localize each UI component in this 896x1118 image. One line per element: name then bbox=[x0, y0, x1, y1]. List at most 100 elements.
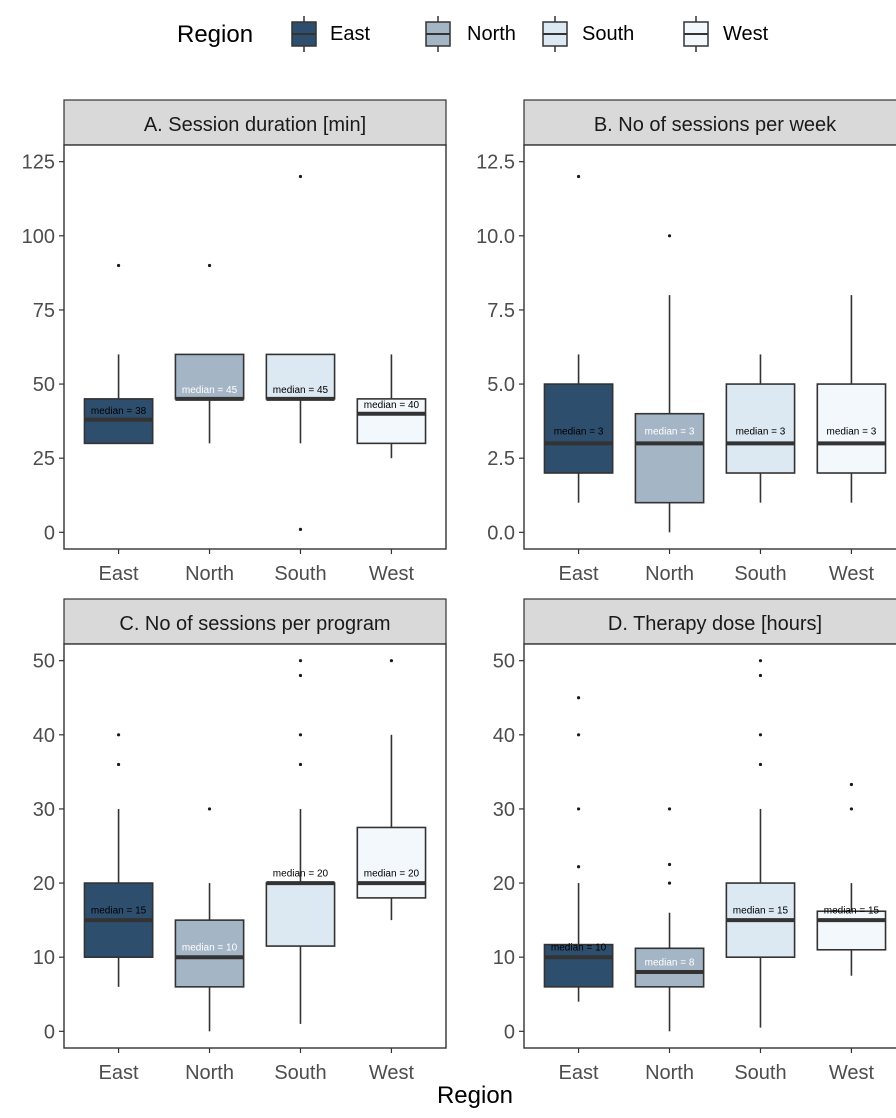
panel-frame bbox=[523, 144, 896, 550]
outlier-point bbox=[298, 673, 303, 678]
boxplot-south: median = 45 bbox=[265, 174, 336, 531]
median-label: median = 45 bbox=[182, 385, 238, 396]
box-iqr bbox=[816, 910, 887, 951]
outlier-point bbox=[849, 807, 854, 811]
box-iqr bbox=[265, 882, 336, 947]
median-label: median = 40 bbox=[364, 400, 420, 411]
x-tick-label: North bbox=[645, 1062, 694, 1084]
y-tick-label: 125 bbox=[22, 152, 55, 174]
boxplot-east: median = 3 bbox=[543, 174, 614, 503]
outlier-point bbox=[298, 659, 303, 663]
x-tick-label: South bbox=[734, 1062, 786, 1084]
y-tick-label: 50 bbox=[33, 374, 55, 396]
y-tick-label: 0 bbox=[44, 1021, 55, 1043]
boxplot-north: median = 8 bbox=[634, 807, 705, 1032]
y-tick-label: 75 bbox=[33, 300, 55, 322]
outlier-point bbox=[389, 659, 394, 663]
outlier-point bbox=[298, 527, 303, 531]
y-tick-label: 20 bbox=[33, 873, 55, 895]
legend-label-north: North bbox=[467, 23, 516, 45]
box-iqr bbox=[356, 398, 427, 445]
x-tick-label: West bbox=[829, 563, 875, 585]
box-iqr bbox=[725, 383, 796, 474]
x-tick-label: South bbox=[274, 563, 326, 585]
box-iqr bbox=[174, 919, 245, 988]
x-tick-label: East bbox=[559, 1062, 599, 1084]
box-iqr bbox=[543, 943, 614, 988]
boxplot-east: median = 38 bbox=[83, 263, 154, 445]
box-iqr bbox=[265, 353, 336, 400]
outlier-point bbox=[207, 263, 212, 268]
median-label: median = 15 bbox=[733, 905, 789, 916]
median-label: median = 3 bbox=[736, 427, 786, 438]
boxplot-north: median = 3 bbox=[634, 234, 705, 533]
outlier-point bbox=[576, 865, 581, 869]
x-tick-label: South bbox=[734, 563, 786, 585]
y-tick-label: 40 bbox=[493, 725, 515, 747]
legend-key-east: East bbox=[291, 16, 370, 52]
legend-key-north: North bbox=[425, 16, 516, 52]
x-tick-label: West bbox=[369, 563, 415, 585]
outlier-point bbox=[576, 696, 581, 700]
outlier-point bbox=[667, 234, 672, 238]
outlier-point bbox=[667, 807, 672, 811]
median-label: median = 8 bbox=[645, 957, 695, 968]
outlier-point bbox=[298, 174, 303, 179]
boxplot-west: median = 20 bbox=[356, 659, 427, 921]
outlier-point bbox=[758, 673, 763, 678]
legend-title: Region bbox=[177, 21, 253, 48]
boxplot-east: median = 10 bbox=[543, 696, 614, 1002]
legend-label-east: East bbox=[330, 23, 370, 45]
boxplot-east: median = 15 bbox=[83, 733, 154, 987]
box-iqr bbox=[543, 383, 614, 474]
legend-key-west: West bbox=[683, 16, 769, 52]
median-label: median = 45 bbox=[273, 385, 329, 396]
median-label: median = 38 bbox=[91, 406, 147, 417]
outlier-point bbox=[116, 263, 121, 268]
outlier-point bbox=[576, 174, 581, 179]
facet-strip-title: A. Session duration [min] bbox=[144, 114, 366, 136]
outlier-point bbox=[667, 862, 672, 867]
box-iqr bbox=[634, 412, 705, 504]
y-tick-label: 12.5 bbox=[476, 152, 515, 174]
panel-c: C. No of sessions per program 0 10 20 30 40 50… bbox=[33, 598, 447, 1084]
boxplot-south: median = 20 bbox=[265, 659, 336, 1024]
outlier-point bbox=[667, 881, 672, 885]
y-tick-label: 10 bbox=[493, 947, 515, 969]
outlier-point bbox=[758, 659, 763, 663]
median-label: median = 3 bbox=[827, 427, 877, 438]
panel-frame bbox=[63, 144, 447, 550]
outlier-point bbox=[116, 733, 121, 737]
y-tick-label: 2.5 bbox=[487, 448, 515, 470]
x-tick-label: East bbox=[99, 1062, 139, 1084]
y-tick-label: 40 bbox=[33, 725, 55, 747]
y-tick-label: 10 bbox=[33, 947, 55, 969]
legend-label-south: South bbox=[582, 23, 634, 45]
y-tick-label: 50 bbox=[493, 651, 515, 673]
boxplot-west: median = 15 bbox=[816, 782, 887, 976]
box-iqr bbox=[816, 383, 887, 474]
median-label: median = 10 bbox=[551, 943, 607, 954]
y-tick-label: 30 bbox=[33, 799, 55, 821]
y-tick-label: 50 bbox=[33, 651, 55, 673]
x-tick-label: East bbox=[559, 563, 599, 585]
x-tick-label: North bbox=[645, 563, 694, 585]
boxplot-west: median = 3 bbox=[816, 295, 887, 503]
y-tick-label: 100 bbox=[22, 226, 55, 248]
x-tick-label: North bbox=[185, 563, 234, 585]
y-tick-label: 5.0 bbox=[487, 374, 515, 396]
facet-panels: A. Session duration [min] 0 25 50 75 100 125 Ea… bbox=[22, 99, 896, 1084]
outlier-point bbox=[576, 733, 581, 737]
facet-strip-title: C. No of sessions per program bbox=[119, 613, 390, 635]
median-label: median = 15 bbox=[824, 905, 880, 916]
x-tick-label: South bbox=[274, 1062, 326, 1084]
panel-b: B. No of sessions per week 0.0 2.5 5.0 7.5 10… bbox=[476, 99, 896, 585]
box-iqr bbox=[356, 826, 427, 899]
box-iqr bbox=[634, 947, 705, 988]
x-tick-label: West bbox=[369, 1062, 415, 1084]
boxplot-north: median = 10 bbox=[174, 807, 245, 1032]
boxplot-west: median = 40 bbox=[356, 354, 427, 459]
outlier-point bbox=[849, 782, 854, 787]
y-tick-label: 25 bbox=[33, 448, 55, 470]
